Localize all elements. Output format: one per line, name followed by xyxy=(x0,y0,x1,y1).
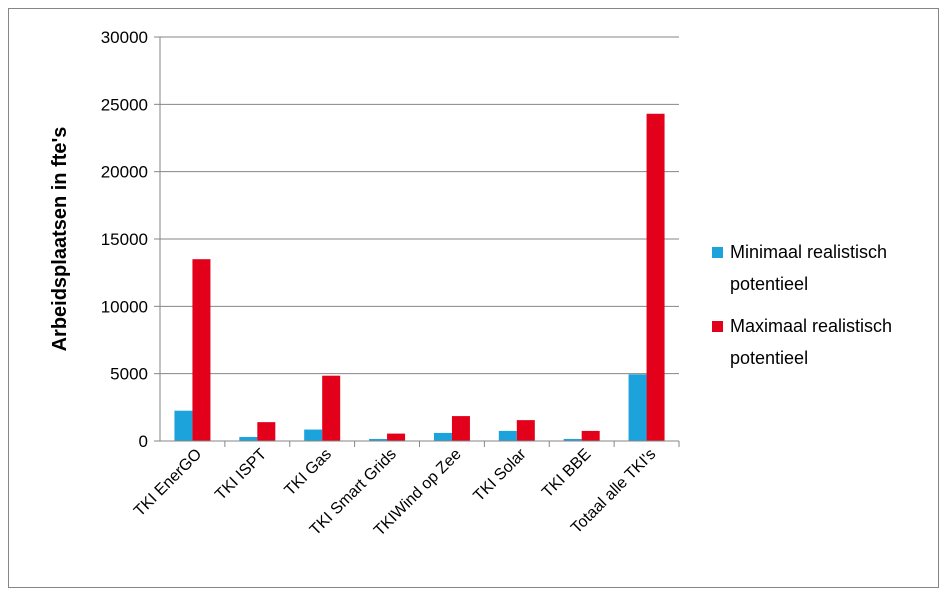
y-tick-label: 0 xyxy=(139,432,148,451)
bar-minimaal-0 xyxy=(174,410,193,441)
bar-maximaal-1 xyxy=(257,422,276,441)
y-tick-labels: 0 5000 10000 15000 20000 25000 30000 xyxy=(101,28,148,451)
bar-maximaal-6 xyxy=(581,430,600,441)
x-category-label: TKI EnerGO xyxy=(131,446,205,520)
bar-minimaal-4 xyxy=(433,432,452,441)
x-category-label: TKI Gas xyxy=(281,446,335,500)
legend-label: Maximaal realistisch xyxy=(730,316,892,336)
legend: Minimaal realistisch potentieel Maximaal r… xyxy=(712,242,892,368)
x-category-label: TKI Solar xyxy=(470,445,530,505)
legend-label-line2: potentieel xyxy=(730,348,808,368)
bar-minimaal-2 xyxy=(304,429,323,441)
bar-maximaal-3 xyxy=(387,433,406,441)
bars xyxy=(174,113,665,441)
gridlines xyxy=(154,36,679,442)
y-tick-label: 5000 xyxy=(110,365,148,384)
bar-maximaal-2 xyxy=(322,375,341,441)
bar-minimaal-7 xyxy=(628,374,647,441)
y-tick-label: 10000 xyxy=(101,297,148,316)
bar-maximaal-7 xyxy=(646,113,665,441)
legend-label: Minimaal realistisch xyxy=(730,242,887,262)
y-tick-label: 20000 xyxy=(101,163,148,182)
bar-minimaal-3 xyxy=(369,438,388,441)
bar-minimaal-5 xyxy=(498,430,517,441)
bar-maximaal-5 xyxy=(516,420,535,441)
legend-swatch xyxy=(712,321,723,332)
x-category-label: TKI BBE xyxy=(539,446,594,501)
y-tick-label: 25000 xyxy=(101,95,148,114)
y-axis-title: Arbeidsplaatsen in fte's xyxy=(49,127,71,352)
y-tick-label: 15000 xyxy=(101,230,148,249)
legend-swatch xyxy=(712,247,723,258)
legend-label-line2: potentieel xyxy=(730,274,808,294)
x-category-label: TKI ISPT xyxy=(212,446,270,504)
y-tick-label: 30000 xyxy=(101,28,148,47)
bar-maximaal-0 xyxy=(192,259,211,441)
bar-maximaal-4 xyxy=(451,416,470,441)
bar-minimaal-1 xyxy=(239,436,258,441)
bar-minimaal-6 xyxy=(563,438,582,441)
